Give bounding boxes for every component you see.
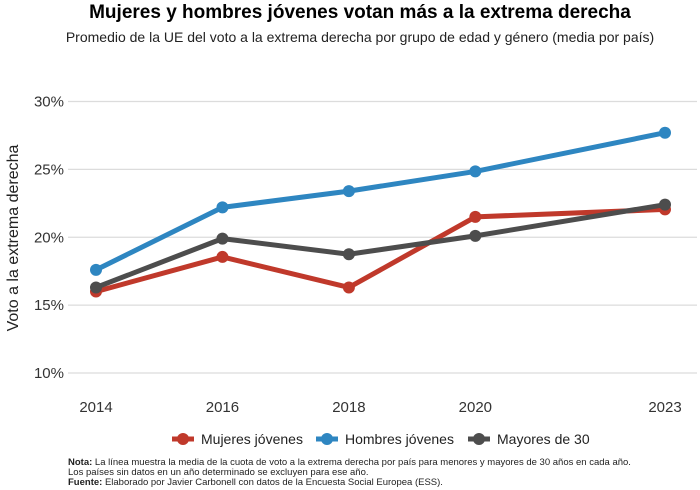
chart-title: Mujeres y hombres jóvenes votan más a la…: [89, 2, 631, 23]
data-point: [342, 248, 355, 261]
x-tick-label: 2020: [459, 399, 492, 416]
y-tick-label: 20%: [34, 229, 64, 246]
legend-marker: [473, 433, 485, 445]
series-hombres-jóvenes: [90, 126, 671, 276]
legend-label: Mujeres jóvenes: [201, 431, 303, 447]
data-point: [469, 210, 482, 223]
note-label: Nota:: [68, 457, 92, 468]
y-axis-label: Voto a la extrema derecha: [5, 145, 22, 332]
data-point: [469, 229, 482, 242]
legend-label: Hombres jóvenes: [345, 431, 454, 447]
x-tick-label: 2023: [648, 399, 681, 416]
y-axis-ticks: 10% 15% 20% 25% 30%: [34, 94, 64, 383]
note-line-2: Los países sin datos en un año determina…: [68, 467, 369, 478]
legend-marker: [321, 433, 333, 445]
source-line: Fuente: Elaborado por Javier Carbonell c…: [68, 477, 443, 488]
gridlines: [68, 100, 697, 374]
legend-label: Mayores de 30: [497, 431, 590, 447]
chart-subtitle: Promedio de la UE del voto a la extrema …: [66, 29, 654, 45]
legend-item: Mujeres jóvenes: [172, 431, 303, 447]
legend: Mujeres jóvenes Hombres jóvenes Mayores de…: [172, 431, 590, 447]
series-line: [95, 202, 666, 290]
data-point: [216, 232, 229, 245]
data-point: [659, 126, 671, 139]
data-point: [90, 281, 102, 294]
data-point: [342, 281, 355, 294]
x-tick-label: 2016: [206, 399, 239, 416]
data-point: [216, 250, 229, 263]
series-mayores-de-30: [90, 198, 671, 294]
legend-marker: [177, 433, 189, 445]
series-lines: [90, 126, 671, 298]
legend-item: Mayores de 30: [468, 431, 590, 447]
x-axis-ticks: 2014 2016 2018 2020 2023: [79, 399, 681, 416]
data-point: [469, 165, 482, 178]
note-line-1: Nota: La línea muestra la media de la cu…: [68, 457, 631, 468]
data-point: [90, 263, 102, 276]
y-tick-label: 10%: [34, 365, 64, 382]
y-tick-label: 25%: [34, 161, 64, 178]
x-tick-label: 2018: [332, 399, 365, 416]
source-label: Fuente:: [68, 477, 102, 488]
y-tick-label: 30%: [34, 94, 64, 111]
y-tick-label: 15%: [34, 297, 64, 314]
x-tick-label: 2014: [79, 399, 112, 416]
data-point: [216, 201, 229, 214]
legend-item: Hombres jóvenes: [316, 431, 454, 447]
data-point: [342, 185, 355, 198]
data-point: [659, 198, 671, 211]
